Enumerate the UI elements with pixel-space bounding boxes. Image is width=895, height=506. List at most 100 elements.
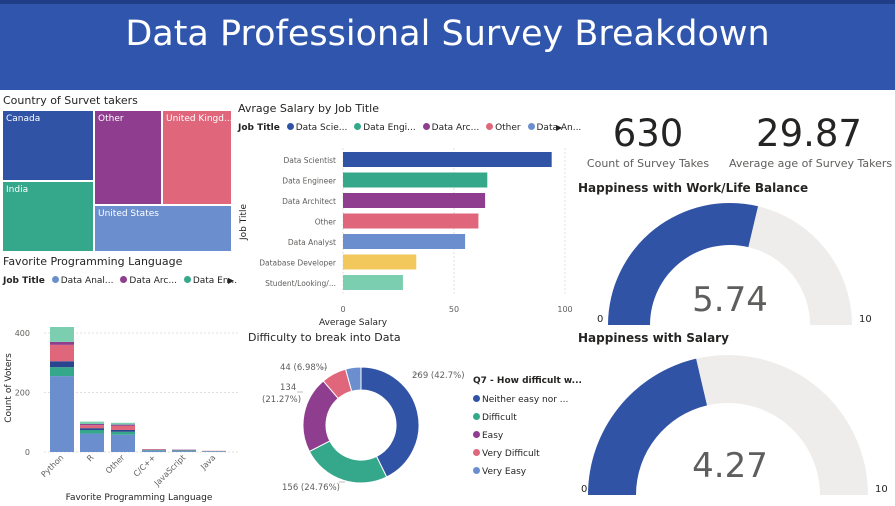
donut-label-neither: 269 (42.7%) bbox=[412, 371, 465, 381]
gauge-remaining-arc bbox=[696, 355, 868, 495]
stacked-bar-segment[interactable] bbox=[142, 449, 166, 450]
bar[interactable] bbox=[343, 152, 552, 167]
category-label: Other bbox=[315, 218, 337, 227]
legend-row[interactable]: Very Easy bbox=[473, 463, 568, 481]
bar[interactable] bbox=[343, 275, 403, 290]
legend-dot bbox=[354, 123, 362, 130]
stacked-bar-segment[interactable] bbox=[50, 367, 74, 377]
stacked-bar-segment[interactable] bbox=[111, 424, 135, 426]
legend-dot bbox=[473, 413, 480, 420]
donut-slice[interactable] bbox=[308, 440, 388, 484]
stacked-bar-segment[interactable] bbox=[80, 421, 104, 425]
bar[interactable] bbox=[343, 234, 466, 249]
stacked-bar-segment[interactable] bbox=[80, 433, 104, 452]
legend-item[interactable]: Data Engi... bbox=[363, 123, 416, 133]
treemap-title: Country of Survet takers bbox=[3, 94, 138, 107]
tile-label: Canada bbox=[6, 114, 41, 124]
legend-item[interactable]: Data Arc... bbox=[431, 123, 480, 133]
donut-label-very-difficult: 44 (6.98%) bbox=[280, 363, 327, 373]
y-tick-label: 400 bbox=[15, 329, 30, 338]
legend-next-icon[interactable]: ▶ bbox=[556, 123, 563, 132]
salary-happiness-gauge[interactable] bbox=[580, 352, 880, 496]
bar[interactable] bbox=[343, 172, 488, 188]
legend-row[interactable]: Difficult bbox=[473, 409, 568, 427]
legend-dot bbox=[473, 395, 480, 402]
treemap-tile-canada[interactable]: Canada bbox=[2, 110, 94, 181]
bar[interactable] bbox=[343, 254, 417, 270]
salary-y-axis-label: Job Title bbox=[239, 204, 249, 241]
treemap-tile-united-kingdom[interactable]: United Kingd... bbox=[162, 110, 232, 205]
stacked-bar-segment[interactable] bbox=[50, 361, 74, 368]
legend-item[interactable]: Data Anal... bbox=[60, 276, 114, 286]
salary-legend: Job Title Data Scie... Data Engi... Data… bbox=[238, 123, 581, 133]
legend-next-icon[interactable]: ▶ bbox=[228, 276, 235, 285]
legend-item: Neither easy nor ... bbox=[482, 395, 569, 405]
kpi-survey-count: 630 bbox=[612, 112, 684, 155]
stacked-bar-segment[interactable] bbox=[202, 451, 226, 452]
stacked-bar-segment[interactable] bbox=[142, 450, 166, 451]
treemap-tile-other[interactable]: Other bbox=[94, 110, 162, 205]
stacked-bar-segment[interactable] bbox=[172, 451, 196, 452]
stacked-bar-segment[interactable] bbox=[111, 425, 135, 430]
stacked-bar-segment[interactable] bbox=[142, 450, 166, 452]
gauge-work-life-value: 5.74 bbox=[692, 280, 768, 320]
stacked-bar-segment[interactable] bbox=[111, 429, 135, 432]
languages-chart-title: Favorite Programming Language bbox=[3, 255, 183, 268]
banner-top-line bbox=[0, 0, 895, 4]
kpi-average-age-label: Average age of Survey Takers bbox=[729, 157, 893, 170]
bar[interactable] bbox=[343, 213, 479, 229]
category-label: Python bbox=[39, 453, 65, 479]
stacked-bar-segment[interactable] bbox=[80, 429, 104, 434]
y-tick-label: 200 bbox=[15, 388, 30, 397]
donut-slice[interactable] bbox=[360, 366, 420, 478]
donut-slice[interactable] bbox=[344, 366, 362, 392]
stacked-bar-segment[interactable] bbox=[50, 341, 74, 345]
tile-label: United Kingd... bbox=[166, 114, 232, 124]
x-tick-label: 0 bbox=[340, 305, 345, 314]
stacked-bar-segment[interactable] bbox=[50, 327, 74, 342]
stacked-bar-segment[interactable] bbox=[80, 424, 104, 426]
legend-item[interactable]: Data Scie... bbox=[295, 123, 348, 133]
category-label: Data Analyst bbox=[288, 238, 336, 247]
bar[interactable] bbox=[343, 193, 486, 208]
y-tick-label: 0 bbox=[25, 448, 30, 457]
legend-item[interactable]: Data An... bbox=[536, 123, 582, 133]
stacked-bar-segment[interactable] bbox=[50, 344, 74, 362]
legend-dot bbox=[183, 276, 191, 283]
category-label: Other bbox=[104, 453, 127, 476]
work-life-gauge[interactable] bbox=[595, 195, 865, 330]
legend-dot bbox=[120, 276, 128, 283]
legend-item: Very Difficult bbox=[482, 449, 540, 459]
legend-row[interactable]: Neither easy nor ... bbox=[473, 391, 568, 409]
tile-label: India bbox=[6, 185, 29, 195]
stacked-bar-segment[interactable] bbox=[172, 450, 196, 452]
category-label: JavaScript bbox=[152, 453, 187, 488]
legend-dot bbox=[286, 123, 294, 130]
stacked-bar-segment[interactable] bbox=[111, 431, 135, 435]
legend-item[interactable]: Data Arc... bbox=[129, 276, 177, 286]
legend-item[interactable]: Other bbox=[495, 123, 521, 133]
legend-row[interactable]: Very Difficult bbox=[473, 445, 568, 463]
stacked-bar-segment[interactable] bbox=[111, 434, 135, 452]
category-label: Data Scientist bbox=[284, 156, 337, 165]
treemap-tile-united-states[interactable]: United States bbox=[94, 205, 232, 252]
x-tick-label: 100 bbox=[557, 305, 572, 314]
kpi-survey-count-label: Count of Survey Takes bbox=[586, 157, 710, 170]
x-tick-label: 50 bbox=[449, 305, 459, 314]
treemap-tile-india[interactable]: India bbox=[2, 181, 94, 252]
header-banner: Data Professional Survey Breakdown bbox=[0, 0, 895, 90]
category-label: R bbox=[85, 453, 96, 464]
category-label: Database Developer bbox=[259, 259, 337, 268]
legend-item[interactable]: Data En... bbox=[192, 276, 238, 286]
tile-label: Other bbox=[98, 114, 124, 124]
stacked-bar-segment[interactable] bbox=[80, 425, 104, 429]
legend-dot bbox=[486, 123, 494, 130]
difficulty-legend-title: Q7 - How difficult w... bbox=[473, 376, 582, 386]
stacked-bar-segment[interactable] bbox=[111, 422, 135, 425]
legend-title: Job Title bbox=[3, 276, 45, 286]
languages-y-axis-label: Count of Voters bbox=[4, 353, 14, 423]
stacked-bar-segment[interactable] bbox=[80, 428, 104, 430]
legend-dot bbox=[527, 123, 535, 130]
legend-row[interactable]: Easy bbox=[473, 427, 568, 445]
stacked-bar-segment[interactable] bbox=[50, 376, 74, 452]
